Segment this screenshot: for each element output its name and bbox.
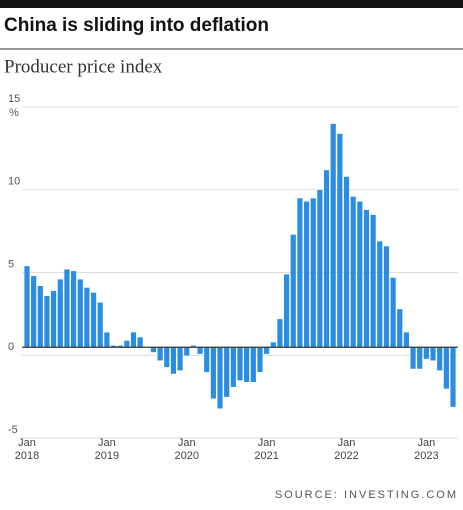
bar	[77, 279, 83, 348]
bar	[64, 269, 70, 348]
bar	[37, 286, 43, 348]
bar	[137, 337, 143, 348]
bar	[157, 347, 163, 361]
bar	[110, 345, 117, 348]
bar	[217, 347, 223, 409]
bar	[197, 347, 203, 354]
bar	[403, 332, 410, 348]
bar	[390, 277, 396, 348]
bar	[31, 276, 37, 348]
bar	[244, 347, 250, 383]
bar	[24, 266, 30, 348]
bar	[170, 347, 177, 374]
y-tick-label: -5	[8, 424, 18, 436]
bar	[417, 347, 423, 369]
bar	[44, 295, 50, 348]
bar	[450, 347, 456, 407]
bar	[363, 209, 370, 348]
bar	[90, 292, 97, 348]
bar	[117, 345, 123, 348]
bar	[210, 347, 216, 399]
x-tick-label: Jan 2019	[94, 437, 120, 462]
bar	[57, 279, 63, 348]
top-bar	[0, 0, 463, 8]
x-tick-label: Jan 2023	[414, 437, 439, 462]
y-tick-label: 0	[8, 341, 14, 353]
bar	[297, 198, 303, 348]
bar	[257, 347, 263, 373]
bar	[317, 190, 323, 348]
bar	[164, 347, 170, 368]
bar	[383, 246, 390, 348]
bar	[84, 287, 90, 348]
y-tick-label: 15	[8, 93, 20, 105]
bar	[224, 347, 230, 397]
bar	[190, 345, 197, 348]
bar	[423, 347, 429, 359]
y-tick-label: 10	[8, 176, 20, 188]
bar	[230, 347, 236, 387]
bar	[124, 340, 130, 348]
chart-title: China is sliding into deflation	[4, 15, 269, 36]
bar	[250, 347, 256, 383]
bar	[350, 196, 356, 348]
bar	[430, 347, 436, 361]
bar	[177, 347, 183, 371]
y-unit: %	[9, 107, 19, 119]
x-tick-label: Jan 2022	[334, 437, 359, 462]
bar	[310, 198, 316, 348]
bar	[357, 201, 363, 348]
x-tick-label: Jan 2021	[254, 437, 279, 462]
subtitle: Producer price index	[4, 56, 163, 77]
bar	[104, 332, 110, 348]
bar	[204, 347, 210, 373]
bar	[70, 271, 77, 348]
bar	[437, 347, 443, 371]
bar	[397, 309, 403, 348]
x-tick-label: Jan 2018	[14, 437, 40, 462]
bar	[97, 302, 103, 348]
bar	[290, 234, 296, 348]
bar	[443, 347, 449, 389]
y-tick-label: 5	[8, 258, 14, 270]
bar	[337, 133, 343, 348]
bar	[303, 201, 310, 348]
bar	[270, 342, 276, 348]
bar	[184, 347, 190, 356]
x-tick-label: Jan 2020	[174, 437, 199, 462]
bar	[377, 241, 383, 348]
bar	[330, 123, 336, 348]
bar	[323, 170, 330, 348]
bar	[283, 274, 290, 348]
bar	[264, 347, 270, 354]
bar	[130, 332, 137, 348]
bar	[237, 347, 243, 381]
bar	[410, 347, 416, 369]
bar	[51, 290, 57, 348]
source: SOURCE: INVESTING.COM	[275, 489, 458, 501]
bar	[150, 347, 157, 353]
bar	[277, 319, 283, 348]
bar	[343, 176, 350, 348]
bar	[370, 214, 376, 348]
